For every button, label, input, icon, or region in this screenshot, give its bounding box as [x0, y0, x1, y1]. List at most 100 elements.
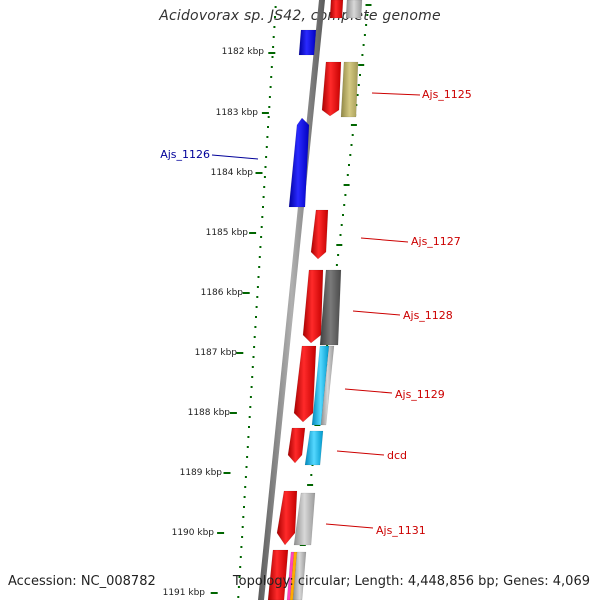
genome-backbone: [258, 0, 325, 600]
outer-ring-dot: [343, 184, 350, 186]
ruler-dot: [272, 46, 275, 48]
leader-line-ajs-1126: [211, 154, 259, 160]
outer-ring-dot: [351, 134, 354, 136]
ruler-major-tick: [210, 592, 218, 594]
ruler-dot: [270, 76, 273, 78]
forward-cds-ajs-1128: [302, 269, 324, 344]
gene-label-dcd[interactable]: dcd: [387, 449, 407, 462]
gene-label-ajs-1128[interactable]: Ajs_1128: [403, 309, 453, 322]
reverse-cds-gene: [298, 29, 317, 56]
leader-line-ajs-1128: [352, 310, 401, 316]
forward-cds-ajs-1129: [293, 345, 317, 423]
leader-line-dcd: [336, 450, 385, 456]
feature-track: [267, 0, 363, 600]
ruler-dot: [241, 536, 244, 538]
feature-block-light-gray: [345, 0, 363, 19]
outer-ring-dot: [344, 194, 347, 196]
ruler-dot: [237, 586, 240, 588]
tick-label-1186: 1186 kbp: [201, 288, 244, 298]
ruler-dot: [240, 546, 243, 548]
ruler-dot: [260, 226, 263, 228]
ruler-dot: [253, 346, 256, 348]
outer-ring-dot: [349, 154, 352, 156]
ruler-dot: [269, 86, 272, 88]
ruler-dot: [262, 206, 264, 208]
ruler-dot: [267, 116, 270, 118]
leader-line-ajs-1125: [371, 92, 421, 96]
genome-backbone-line: [258, 0, 325, 600]
ruler-dot: [264, 166, 267, 168]
genome-summary-text: Topology: circular; Length: 4,448,856 bp…: [232, 574, 590, 589]
ruler-dot: [251, 366, 254, 368]
ruler-dot: [257, 276, 260, 278]
ruler-dot: [263, 186, 266, 188]
ruler-dot: [239, 556, 242, 558]
ruler-major-tick: [223, 472, 231, 474]
ruler-dot: [258, 256, 261, 258]
ruler-dot: [243, 506, 245, 508]
ruler-dot: [249, 406, 252, 408]
tick-label-1184: 1184 kbp: [211, 168, 254, 178]
ruler-dot: [273, 26, 276, 28]
gene-label-ajs-1129[interactable]: Ajs_1129: [395, 388, 445, 401]
ruler-major-tick: [255, 172, 263, 174]
gene-label-ajs-1131[interactable]: Ajs_1131: [376, 524, 426, 537]
outer-ring-dot: [307, 484, 314, 486]
ruler-major-tick: [249, 232, 257, 234]
ruler-dot: [246, 446, 249, 448]
ruler-dot: [239, 566, 242, 568]
position-ruler: [210, 6, 277, 598]
ruler-dot: [248, 426, 250, 428]
gene-label-ajs-1127[interactable]: Ajs_1127: [411, 235, 461, 248]
outer-ring-dot: [365, 4, 372, 6]
feature-block-light-gray: [292, 551, 307, 600]
outer-ring-dot: [357, 84, 360, 86]
outer-ring-dot: [339, 234, 342, 236]
feature-block-magenta: [286, 551, 295, 600]
ruler-dot: [259, 246, 262, 248]
gene-label-ajs-1126[interactable]: Ajs_1126: [160, 148, 210, 161]
gene-label-ajs-1125[interactable]: Ajs_1125: [422, 88, 472, 101]
ruler-dot: [247, 436, 250, 438]
forward-cds-gene: [329, 0, 344, 19]
outer-ring-dot: [358, 64, 365, 66]
forward-cds-gene: [267, 549, 289, 600]
ruler-dot: [250, 386, 253, 388]
outer-ring-dot: [350, 144, 353, 146]
tick-label-1183: 1183 kbp: [216, 108, 259, 118]
ruler-dot: [244, 486, 247, 488]
outer-ring-dot: [343, 204, 346, 206]
ruler-dot: [238, 576, 241, 578]
tick-label-1190: 1190 kbp: [172, 528, 215, 538]
ruler-dot: [266, 136, 269, 138]
ruler-dot: [265, 146, 268, 148]
outer-ring-dot: [310, 474, 313, 476]
ruler-dot: [255, 306, 258, 308]
forward-cds-ajs-1125: [321, 61, 342, 117]
ruler-dot: [274, 6, 277, 8]
outer-ring-dot: [361, 54, 364, 56]
forward-cds-ajs-1127: [310, 209, 329, 260]
outer-ring-dot: [362, 44, 365, 46]
tick-labels: 1182 kbp 1183 kbp 1184 kbp 1185 kbp 1186…: [163, 47, 265, 598]
ruler-dot: [242, 516, 245, 518]
forward-cds-ajs-1131: [276, 490, 298, 546]
gene-labels: Ajs_1125 Ajs_1126 Ajs_1127 Ajs_1128 Ajs_…: [160, 88, 472, 537]
outer-ring-dot: [335, 264, 338, 266]
accession-text: Accession: NC_008782: [8, 574, 156, 589]
ruler-dot: [245, 466, 248, 468]
ruler-dot: [246, 456, 249, 458]
feature-block-dark-gray: [319, 269, 342, 346]
outer-ring-dot: [365, 24, 368, 26]
outer-ring-dot: [346, 174, 349, 176]
ruler-dot: [260, 236, 263, 238]
ruler-dot: [243, 496, 246, 498]
outer-ring-dot: [342, 214, 344, 216]
ruler-major-tick: [236, 352, 244, 354]
tick-label-1185: 1185 kbp: [206, 228, 249, 238]
ruler-dot: [265, 156, 268, 158]
tick-label-1187: 1187 kbp: [195, 348, 238, 358]
tick-label-1188: 1188 kbp: [188, 408, 231, 418]
